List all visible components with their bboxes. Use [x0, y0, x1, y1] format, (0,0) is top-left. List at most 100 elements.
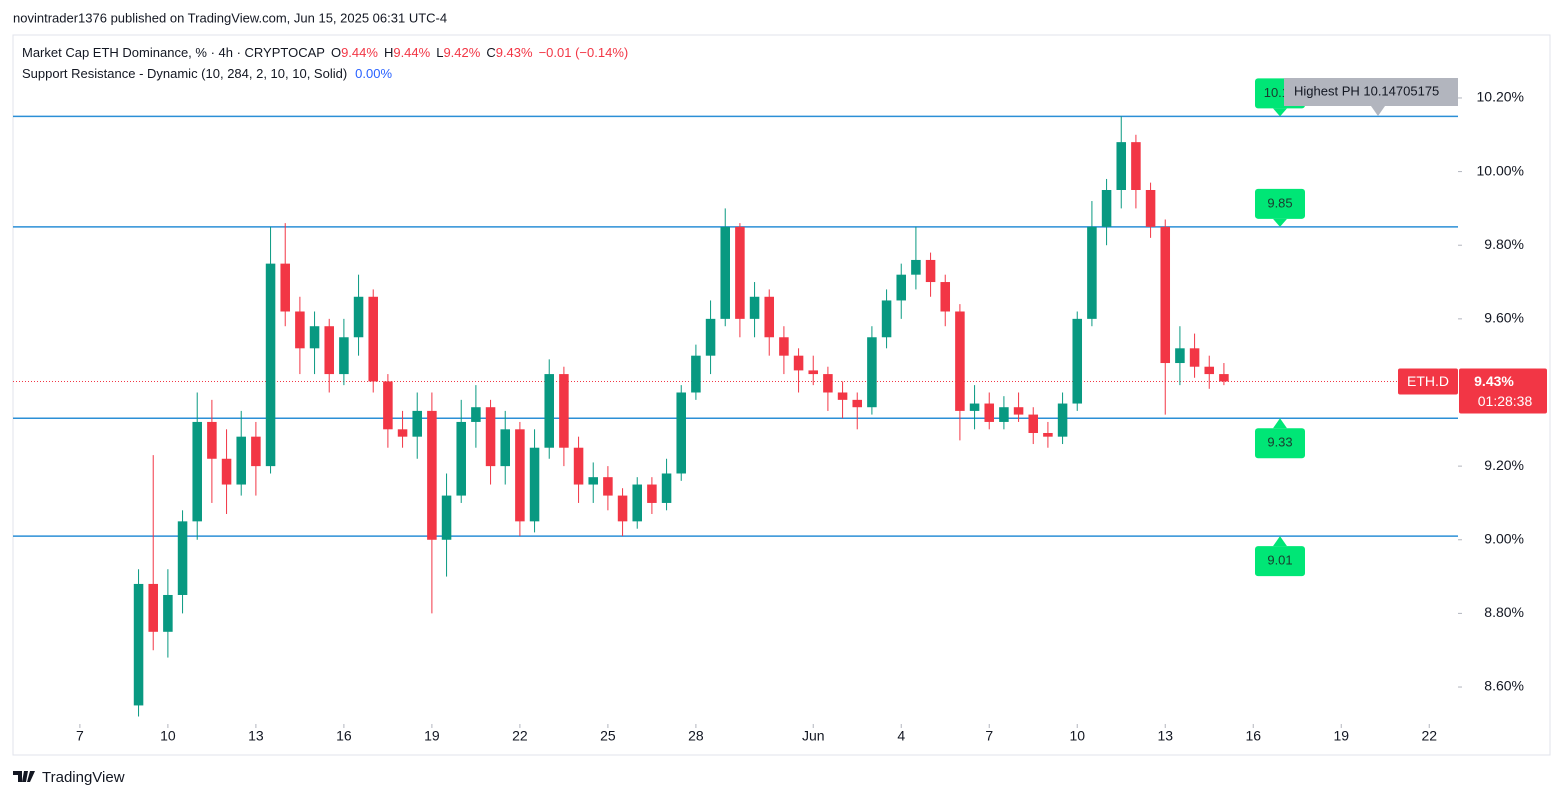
level-label-pointer — [1273, 418, 1287, 429]
chart-frame — [12, 34, 1551, 756]
candle-body — [309, 326, 320, 349]
candle-body — [1160, 226, 1171, 364]
candle-body — [1072, 318, 1083, 404]
candle-body — [500, 429, 510, 467]
level-label-text: 9.01 — [1267, 553, 1292, 568]
candle-body — [1204, 366, 1215, 375]
x-tick-label: 25 — [600, 728, 616, 744]
x-tick-label: 7 — [76, 728, 84, 744]
level-label-box — [1255, 428, 1305, 459]
candle-body — [852, 399, 863, 408]
candle-body — [749, 296, 760, 319]
ohlc-key: C — [486, 45, 495, 60]
candle-body — [236, 436, 246, 485]
x-tick-label: 10 — [1069, 728, 1085, 744]
candle-body — [1087, 226, 1097, 319]
brand-name: TradingView — [42, 769, 125, 786]
candle-body — [676, 392, 686, 474]
candle-body — [427, 410, 437, 540]
x-tick-label: 10 — [160, 728, 176, 744]
candle-body — [368, 296, 378, 382]
candle-body — [265, 263, 276, 467]
candle-body — [397, 429, 408, 437]
candle-body — [339, 337, 349, 375]
x-tick-label: 19 — [424, 728, 440, 744]
candle-body — [280, 263, 290, 312]
x-tick-label: 22 — [1421, 728, 1437, 744]
candle-body — [383, 381, 393, 430]
level-label-box — [1255, 546, 1305, 577]
y-tick-label: 8.80% — [1484, 604, 1524, 620]
ohlc-key: O — [331, 45, 341, 60]
candle-body — [940, 282, 951, 312]
title: Market Cap ETH Dominance, % · 4h · CRYPT… — [22, 45, 325, 60]
symbol-tag — [1398, 368, 1458, 395]
level-label-text: 9.85 — [1267, 195, 1292, 210]
candle-body — [984, 403, 995, 422]
candle-body — [911, 259, 921, 275]
level-label-pointer — [1273, 218, 1287, 227]
candle-body — [515, 429, 525, 522]
candle-body — [867, 337, 877, 408]
candle-body — [735, 226, 745, 319]
candle-body — [691, 355, 701, 393]
brand-logo — [13, 771, 35, 782]
candle-body — [705, 318, 716, 356]
ohlc-value: 9.43% — [496, 45, 533, 60]
candle-body — [163, 594, 173, 632]
ohlc-value: 9.44% — [393, 45, 430, 60]
level-label-pointer — [1273, 108, 1287, 117]
candle-body — [148, 583, 158, 632]
candle-body — [412, 410, 422, 437]
level-label: 9.85 — [1255, 188, 1305, 227]
candle-body — [837, 392, 848, 400]
candle-body — [808, 370, 819, 375]
x-tick-label: 7 — [985, 728, 993, 744]
level-label: 9.01 — [1255, 536, 1305, 577]
published-note: novintrader1376 published on TradingView… — [13, 10, 447, 25]
highest-ph-label: Highest PH 10.14705175 — [1284, 78, 1458, 116]
candle-body — [1219, 374, 1229, 382]
candle-body — [1175, 348, 1185, 364]
y-tick-label: 10.20% — [1477, 89, 1524, 105]
candle-body — [1028, 414, 1039, 433]
ohlc-value: 9.42% — [443, 45, 480, 60]
y-tick-label: 9.20% — [1484, 457, 1524, 473]
highest-ph-pointer — [1371, 106, 1385, 116]
candle-body — [881, 300, 892, 338]
candle-body — [1043, 432, 1053, 437]
candle-body — [353, 296, 364, 338]
y-tick-label: 10.00% — [1477, 162, 1524, 178]
candle-body — [133, 583, 144, 706]
candle-body — [559, 374, 569, 448]
x-tick-label: 4 — [897, 728, 905, 744]
y-tick-label: 9.00% — [1484, 530, 1524, 546]
indicator-value: 0.00% — [355, 66, 392, 81]
candle-body — [544, 374, 554, 448]
candle-body — [647, 484, 657, 503]
candle-body — [529, 447, 540, 522]
candle-body — [823, 374, 833, 393]
candle-body — [955, 311, 965, 411]
legend-title: Market Cap ETH Dominance, % · 4h · CRYPT… — [22, 45, 628, 60]
candle-body — [192, 421, 202, 522]
candle-body — [573, 447, 584, 485]
candle-body — [1116, 142, 1127, 190]
candle-body — [251, 436, 261, 467]
candle-body — [779, 337, 789, 356]
candle-body — [1145, 189, 1156, 227]
candle-body — [925, 259, 936, 283]
candle-body — [661, 473, 672, 503]
candle-body — [793, 355, 804, 371]
candle-body — [764, 296, 775, 338]
x-tick-label: 16 — [336, 728, 352, 744]
candle-body — [603, 477, 613, 496]
price-tag — [1459, 368, 1547, 414]
candle-body — [896, 274, 907, 301]
candle-body — [999, 407, 1009, 422]
candle-body — [471, 407, 481, 422]
candle-body — [177, 521, 188, 595]
level-label: 9.33 — [1255, 418, 1305, 459]
x-tick-label: 13 — [1157, 728, 1173, 744]
